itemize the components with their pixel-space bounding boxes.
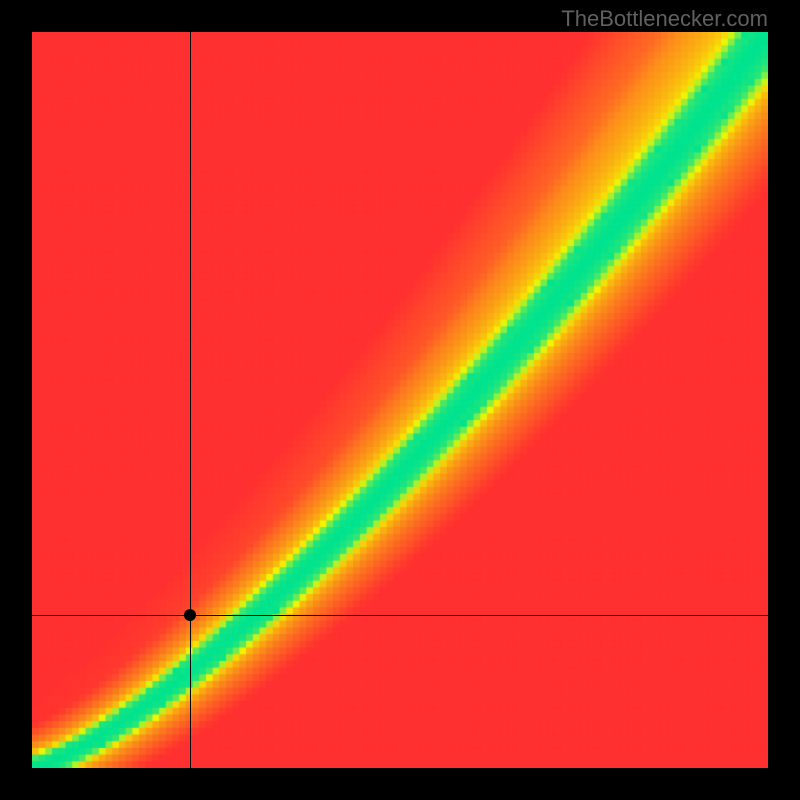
watermark-text: TheBottlenecker.com bbox=[561, 6, 768, 32]
heatmap-canvas bbox=[32, 32, 768, 768]
plot-area: TheBottlenecker.com bbox=[32, 32, 768, 768]
chart-container: TheBottlenecker.com bbox=[0, 0, 800, 800]
